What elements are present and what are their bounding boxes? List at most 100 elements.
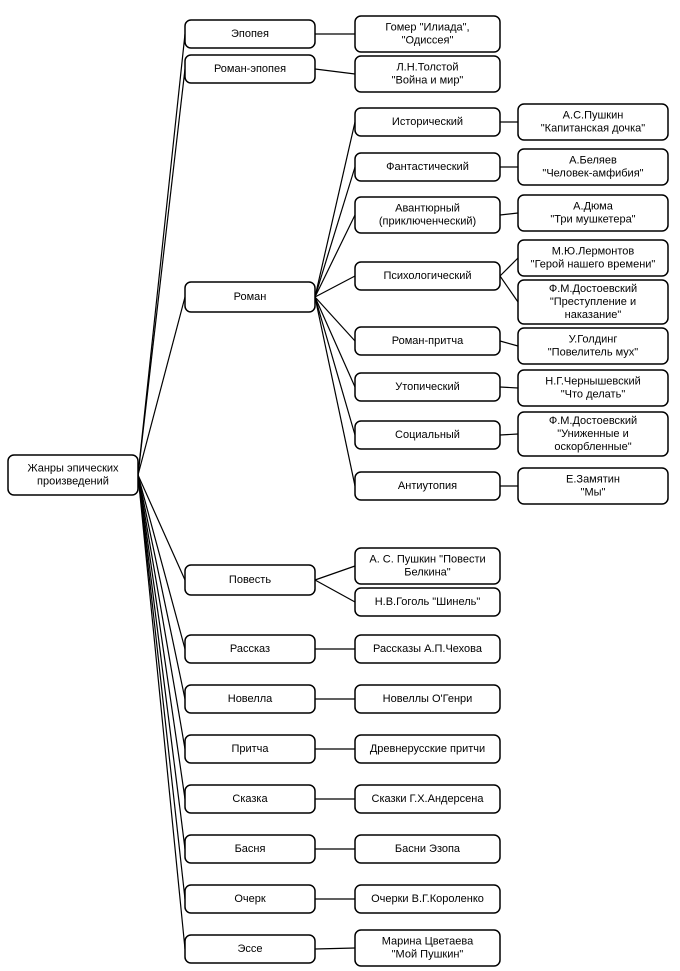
- node-label: "Одиссея": [402, 34, 454, 46]
- edge: [315, 297, 355, 387]
- node-ex_pushkin_ist: А.С.Пушкин"Капитанская дочка": [518, 104, 668, 140]
- node-label: А. С. Пушкин "Повести: [369, 553, 485, 565]
- node-label: Жанры эпических: [27, 462, 119, 474]
- tree-diagram: Жанры эпическихпроизведений Эпопея Роман-э…: [0, 0, 680, 971]
- node-label: "Капитанская дочка": [541, 122, 646, 134]
- node-label: Н.Г.Чернышевский: [545, 375, 640, 387]
- edge: [315, 215, 355, 297]
- node-label: произведений: [37, 475, 109, 487]
- node-g_esse: Эссе: [185, 935, 315, 963]
- node-g_povest: Повесть: [185, 565, 315, 595]
- node-g_roman: Роман: [185, 282, 315, 312]
- node-r_pritcha: Роман-притча: [355, 327, 500, 355]
- node-ex_chehov: Рассказы А.П.Чехова: [355, 635, 500, 663]
- node-label: "Мой Пушкин": [392, 948, 464, 960]
- node-label: Новелла: [228, 693, 273, 705]
- node-label: Роман-притча: [392, 335, 464, 347]
- node-label: Психологический: [383, 270, 471, 282]
- node-g_skazka: Сказка: [185, 785, 315, 813]
- edge: [138, 475, 185, 649]
- node-ex_golding: У.Голдинг"Повелитель мух": [518, 328, 668, 364]
- edge: [315, 122, 355, 297]
- node-r_avant: Авантюрный(приключенческий): [355, 197, 500, 233]
- node-label: Е.Замятин: [566, 473, 620, 485]
- node-ex_korolenko: Очерки В.Г.Короленко: [355, 885, 500, 913]
- node-label: Притча: [231, 743, 269, 755]
- edge: [500, 434, 518, 435]
- node-g_novella: Новелла: [185, 685, 315, 713]
- node-label: Исторический: [392, 116, 463, 128]
- node-label: А.С.Пушкин: [563, 109, 624, 121]
- node-r_utop: Утопический: [355, 373, 500, 401]
- node-label: Белкина": [404, 566, 451, 578]
- edge: [138, 475, 185, 949]
- node-label: Л.Н.Толстой: [396, 61, 458, 73]
- node-label: А.Беляев: [569, 154, 617, 166]
- node-label: Эссе: [237, 943, 262, 955]
- node-label: Роман: [234, 291, 267, 303]
- node-label: Социальный: [395, 429, 460, 441]
- edge: [500, 387, 518, 388]
- edge: [315, 297, 355, 486]
- node-r_istor: Исторический: [355, 108, 500, 136]
- node-g_romanepopeya: Роман-эпопея: [185, 55, 315, 83]
- node-label: Рассказы А.П.Чехова: [373, 643, 483, 655]
- node-label: "Преступление и: [550, 296, 636, 308]
- node-label: "Война и мир": [392, 74, 464, 86]
- node-g_rasskaz: Рассказ: [185, 635, 315, 663]
- node-label: "Мы": [581, 486, 606, 498]
- node-ex_gomer: Гомер "Илиада","Одиссея": [355, 16, 500, 52]
- node-label: "Три мушкетера": [550, 213, 635, 225]
- edge: [138, 475, 185, 799]
- edge: [315, 297, 355, 435]
- node-label: М.Ю.Лермонтов: [552, 245, 635, 257]
- node-label: Басня: [235, 843, 266, 855]
- node-label: "Повелитель мух": [548, 346, 639, 358]
- node-g_ocherk: Очерк: [185, 885, 315, 913]
- node-root: Жанры эпическихпроизведений: [8, 455, 138, 495]
- node-ex_aesop: Басни Эзопа: [355, 835, 500, 863]
- node-ex_belyaev: А.Беляев"Человек-амфибия": [518, 149, 668, 185]
- edge: [138, 34, 185, 475]
- node-label: Авантюрный: [395, 202, 460, 214]
- node-ex_tolstoy: Л.Н.Толстой"Война и мир": [355, 56, 500, 92]
- node-ex_ohenry: Новеллы О'Генри: [355, 685, 500, 713]
- edge: [138, 475, 185, 849]
- node-label: Новеллы О'Генри: [383, 693, 473, 705]
- node-label: "Человек-амфибия": [542, 167, 643, 179]
- node-label: Антиутопия: [398, 480, 457, 492]
- edge: [138, 69, 185, 475]
- node-ex_drpritchi: Древнерусские притчи: [355, 735, 500, 763]
- node-g_pritcha: Притча: [185, 735, 315, 763]
- node-ex_gogol: Н.В.Гоголь "Шинель": [355, 588, 500, 616]
- edge: [500, 213, 518, 215]
- node-label: Гомер "Илиада",: [385, 21, 469, 33]
- node-label: Сказки Г.Х.Андерсена: [372, 793, 485, 805]
- node-label: Роман-эпопея: [214, 63, 286, 75]
- nodes-layer: Жанры эпическихпроизведений Эпопея Роман-э…: [8, 16, 668, 966]
- node-ex_belkin: А. С. Пушкин "ПовестиБелкина": [355, 548, 500, 584]
- node-r_psih: Психологический: [355, 262, 500, 290]
- edge: [500, 341, 518, 346]
- node-label: "Что делать": [561, 388, 626, 400]
- node-label: Древнерусские притчи: [370, 743, 485, 755]
- node-ex_zamyatin: Е.Замятин"Мы": [518, 468, 668, 504]
- node-label: (приключенческий): [379, 215, 476, 227]
- edge: [315, 566, 355, 580]
- node-ex_dost1: Ф.М.Достоевский"Преступление инаказание": [518, 280, 668, 324]
- edge: [500, 258, 518, 276]
- edge: [500, 276, 518, 302]
- node-r_fant: Фантастический: [355, 153, 500, 181]
- node-g_epopeya: Эпопея: [185, 20, 315, 48]
- node-label: Ф.М.Достоевский: [549, 415, 637, 427]
- node-label: Очерк: [234, 893, 266, 905]
- node-label: Фантастический: [386, 161, 469, 173]
- node-ex_lermontov: М.Ю.Лермонтов"Герой нашего времени": [518, 240, 668, 276]
- node-ex_chern: Н.Г.Чернышевский"Что делать": [518, 370, 668, 406]
- node-ex_andersen: Сказки Г.Х.Андерсена: [355, 785, 500, 813]
- node-label: "Униженные и: [557, 428, 628, 440]
- node-label: Очерки В.Г.Короленко: [371, 893, 484, 905]
- node-g_basnya: Басня: [185, 835, 315, 863]
- node-r_soc: Социальный: [355, 421, 500, 449]
- edge: [138, 297, 185, 475]
